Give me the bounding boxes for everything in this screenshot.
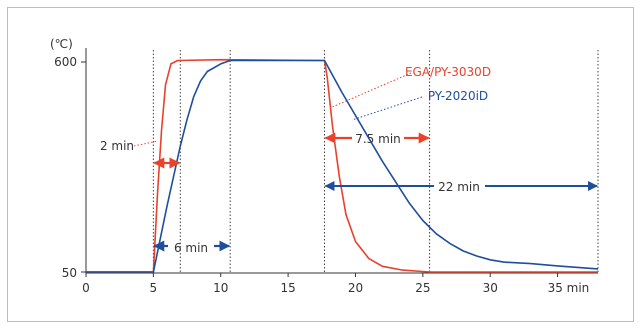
annotation-label-2-min: 2 min bbox=[100, 139, 134, 153]
x-tick-label-0: 0 bbox=[82, 281, 90, 295]
x-tick-label-15: 15 bbox=[280, 281, 295, 295]
legend-leader-red bbox=[329, 72, 412, 109]
x-tick-label-35-min: 35 min bbox=[548, 281, 590, 295]
series-line-ega-py-3030d bbox=[86, 58, 598, 273]
y-tick-label-600: 600 bbox=[54, 55, 77, 69]
x-tick-label-10: 10 bbox=[213, 281, 228, 295]
x-tick-label-30: 30 bbox=[483, 281, 498, 295]
annotation-label-6-min: 6 min bbox=[174, 241, 208, 255]
series-line-py-2020id bbox=[86, 59, 599, 273]
annotation-label-7-5-min: 7.5 min bbox=[355, 132, 401, 146]
legend-label-py-2020id: PY-2020iD bbox=[428, 89, 488, 103]
chart-border bbox=[7, 7, 634, 322]
annotation-label-22-min: 22 min bbox=[438, 180, 480, 194]
x-tick-label-20: 20 bbox=[348, 281, 363, 295]
x-tick-label-25: 25 bbox=[415, 281, 430, 295]
annotation-leader-2-min bbox=[133, 140, 159, 147]
legend-leader-blue bbox=[351, 96, 423, 121]
y-tick-label-50: 50 bbox=[62, 266, 77, 280]
legend-label-ega-py-3030d: EGA/PY-3030D bbox=[405, 65, 491, 79]
x-tick-label-5: 5 bbox=[150, 281, 158, 295]
y-axis-unit-label: (℃) bbox=[50, 37, 73, 51]
